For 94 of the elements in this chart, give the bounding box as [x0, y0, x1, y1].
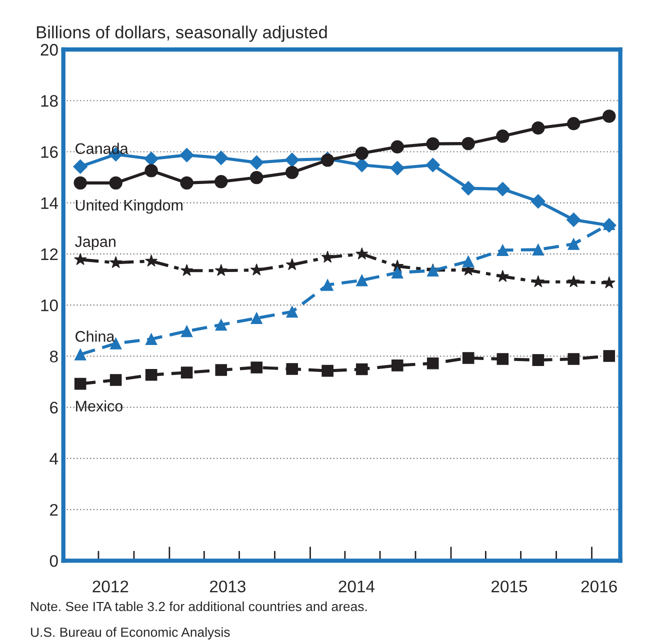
x-tick-label: 2015	[492, 580, 528, 592]
y-axis-title: Billions of dollars, seasonally adjusted	[36, 26, 327, 42]
point	[602, 110, 616, 123]
point	[286, 306, 298, 318]
y-tick-label: 16	[41, 146, 58, 158]
point	[145, 254, 158, 267]
x-tick-label: 2013	[210, 580, 246, 592]
point	[74, 378, 86, 390]
point	[250, 263, 263, 276]
point	[461, 181, 476, 196]
point	[568, 353, 580, 365]
point	[391, 266, 404, 279]
y-tick-label: 8	[50, 350, 58, 362]
point	[144, 164, 158, 178]
point	[426, 158, 440, 172]
point	[532, 244, 544, 256]
point	[109, 176, 122, 190]
y-tick-label: 10	[41, 300, 58, 312]
point	[462, 255, 474, 268]
point	[285, 166, 299, 180]
point	[532, 354, 544, 366]
point	[250, 312, 263, 324]
y-tick-label: 18	[41, 95, 58, 107]
y-tick-label: 2	[50, 504, 58, 516]
point	[462, 352, 474, 364]
y-tick-label: 0	[50, 555, 58, 567]
point	[214, 150, 228, 166]
x-tick-label: 2012	[92, 580, 128, 592]
point	[74, 176, 87, 190]
point	[215, 364, 228, 376]
point	[180, 366, 193, 378]
point	[144, 152, 159, 166]
point	[390, 140, 404, 154]
point	[355, 146, 368, 160]
point	[250, 170, 264, 184]
point	[180, 325, 193, 338]
point	[496, 353, 509, 365]
y-tick-label: 14	[41, 197, 58, 209]
point	[354, 158, 370, 172]
y-tick-label: 6	[50, 402, 58, 414]
point	[426, 137, 440, 150]
y-tick-label: 20	[40, 44, 58, 56]
point	[284, 152, 300, 168]
point	[215, 318, 228, 331]
y-tick-label: 12	[41, 248, 58, 260]
point	[568, 238, 580, 250]
point	[180, 148, 194, 162]
point	[322, 364, 334, 377]
point	[145, 368, 158, 381]
point	[74, 348, 86, 360]
point	[249, 155, 264, 170]
point	[145, 333, 158, 346]
point	[74, 253, 87, 266]
point	[566, 212, 581, 227]
point	[426, 357, 439, 370]
point	[462, 136, 475, 150]
x-tick-label: 2014	[338, 580, 375, 592]
point	[390, 160, 405, 176]
point	[495, 182, 510, 196]
point	[73, 159, 88, 174]
point	[322, 279, 334, 291]
series-label: China	[76, 330, 115, 342]
point	[567, 275, 580, 288]
point	[532, 275, 544, 288]
point	[603, 350, 616, 362]
point	[496, 270, 509, 282]
point	[214, 264, 228, 276]
point	[602, 276, 616, 288]
series-label: Canada	[76, 142, 128, 154]
point	[321, 250, 334, 263]
point	[356, 247, 368, 260]
point	[530, 194, 546, 209]
series-label: Mexico	[76, 400, 123, 412]
point	[180, 264, 194, 276]
point	[603, 218, 616, 230]
x-tick-label: 2016	[581, 580, 617, 592]
y-tick-label: 4	[50, 453, 58, 464]
point	[180, 176, 194, 190]
point	[356, 363, 368, 376]
point	[250, 362, 263, 374]
point	[356, 274, 368, 286]
point	[532, 121, 545, 135]
series-label: United Kingdom	[76, 199, 182, 214]
point	[110, 256, 122, 268]
point	[496, 244, 509, 256]
text: U.S. Bureau of Economic Analysis	[31, 627, 230, 640]
point	[110, 374, 122, 386]
point	[214, 175, 228, 188]
point	[391, 360, 404, 372]
point	[496, 130, 510, 143]
series-label: Japan	[75, 236, 116, 250]
text: Note. See ITA table 3.2 for additional countries and areas.	[31, 601, 367, 612]
point	[286, 363, 298, 375]
point	[567, 117, 580, 130]
